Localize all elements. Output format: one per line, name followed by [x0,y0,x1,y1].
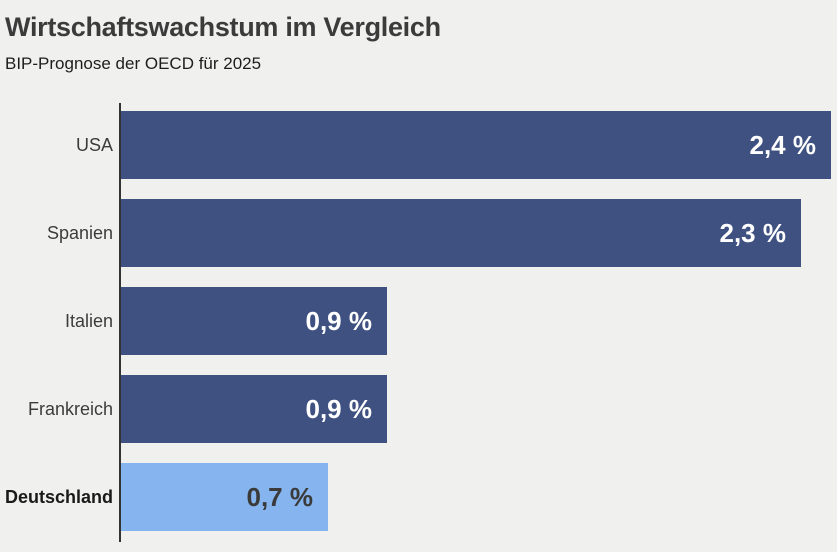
bar-deutschland: 0,7 % [121,463,328,531]
category-label-frankreich: Frankreich [27,399,113,419]
bar-row-usa: USA 2,4 % [0,111,837,179]
value-label-frankreich: 0,9 % [305,394,373,424]
bar-row-deutschland: Deutschland 0,7 % [0,463,837,531]
bar-row-spanien: Spanien 2,3 % [0,199,837,267]
bar-spanien: 2,3 % [121,199,801,267]
bar-italien: 0,9 % [121,287,387,355]
bar-row-frankreich: Frankreich 0,9 % [0,375,837,443]
bar-row-italien: Italien 0,9 % [0,287,837,355]
bar-usa: 2,4 % [121,111,831,179]
category-label-usa: USA [75,135,113,155]
category-label-spanien: Spanien [46,223,113,243]
y-axis-line [119,103,121,542]
category-label-italien: Italien [64,311,113,331]
value-label-spanien: 2,3 % [719,218,787,248]
category-label-deutschland: Deutschland [4,487,113,507]
value-label-deutschland: 0,7 % [246,482,314,512]
bar-frankreich: 0,9 % [121,375,387,443]
chart-title: Wirtschaftswachstum im Vergleich [5,12,441,42]
chart-subtitle: BIP-Prognose der OECD für 2025 [5,54,262,73]
value-label-italien: 0,9 % [305,306,373,336]
value-label-usa: 2,4 % [749,130,817,160]
bar-rows: USA 2,4 % Spanien 2,3 % Italien 0,9 % Frankrei… [0,111,837,551]
